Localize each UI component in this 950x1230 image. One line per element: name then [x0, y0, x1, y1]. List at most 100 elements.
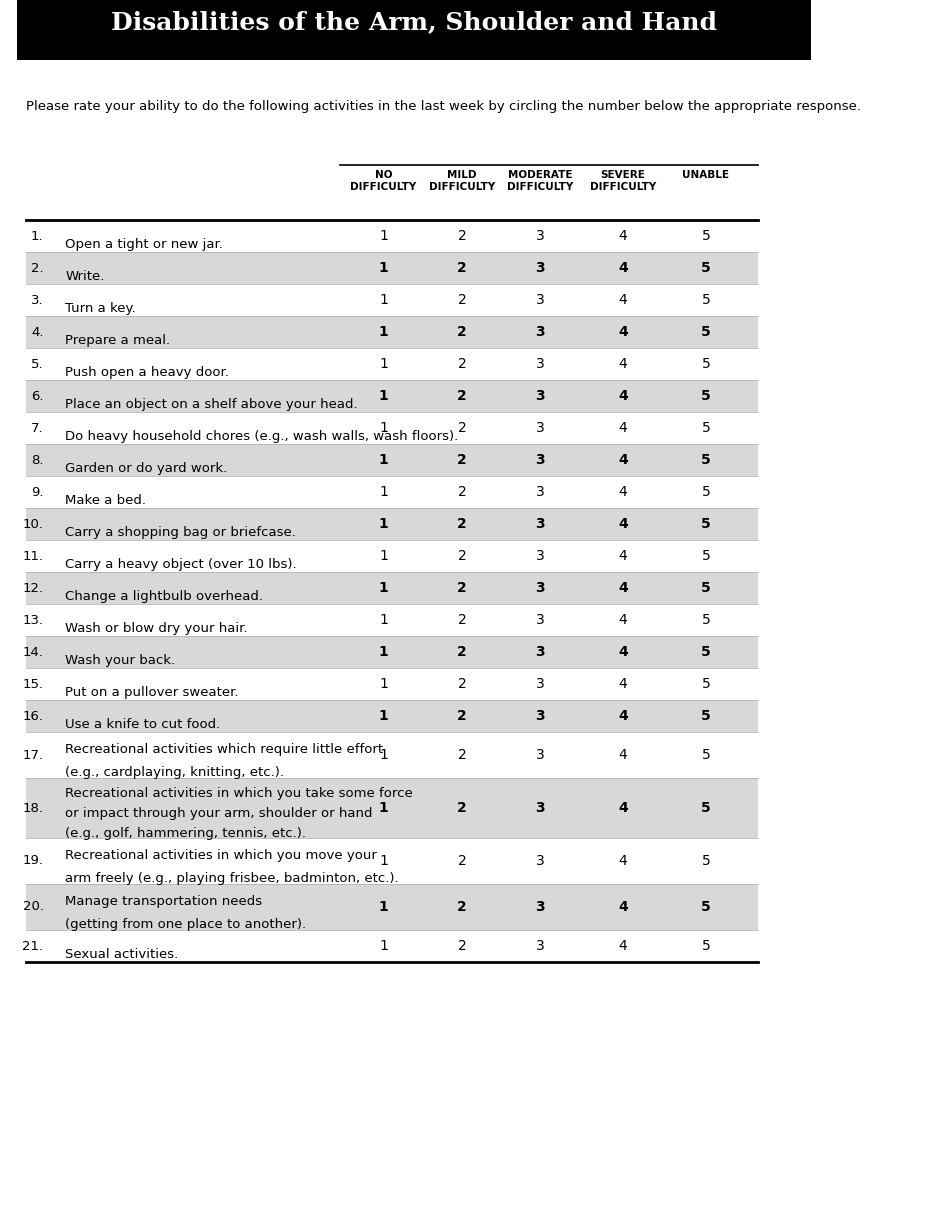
Text: 4: 4 — [618, 357, 628, 371]
Text: 1: 1 — [379, 325, 389, 339]
Bar — [27, 884, 758, 930]
Text: 1: 1 — [379, 421, 388, 435]
Text: 2: 2 — [458, 938, 466, 953]
Bar — [27, 316, 758, 348]
Text: Disabilities of the Arm, Shoulder and Hand: Disabilities of the Arm, Shoulder and Ha… — [111, 11, 717, 34]
Text: Write.: Write. — [66, 269, 104, 283]
Text: 5: 5 — [701, 801, 711, 815]
Text: 3: 3 — [536, 293, 544, 308]
Bar — [27, 508, 758, 540]
Text: 1: 1 — [379, 581, 389, 595]
Text: 4: 4 — [618, 229, 628, 244]
Text: 3: 3 — [536, 748, 544, 763]
Text: 1: 1 — [379, 613, 388, 627]
Text: 4: 4 — [618, 517, 628, 531]
Text: 5: 5 — [701, 261, 711, 276]
Text: 1: 1 — [379, 676, 388, 691]
Text: or impact through your arm, shoulder or hand: or impact through your arm, shoulder or … — [66, 807, 372, 819]
Text: 4: 4 — [618, 485, 628, 499]
Text: 2: 2 — [458, 748, 466, 763]
Text: 1: 1 — [379, 801, 389, 815]
Text: Recreational activities in which you move your: Recreational activities in which you mov… — [66, 849, 377, 862]
Text: 4: 4 — [618, 900, 628, 914]
Text: 4: 4 — [618, 261, 628, 276]
Text: 4: 4 — [618, 854, 628, 868]
Text: 4: 4 — [618, 801, 628, 815]
Text: Make a bed.: Make a bed. — [66, 493, 146, 507]
Text: Put on a pullover sweater.: Put on a pullover sweater. — [66, 685, 238, 699]
Text: 3: 3 — [536, 325, 545, 339]
Text: 2: 2 — [458, 676, 466, 691]
Text: 7.: 7. — [31, 422, 44, 434]
Text: 2: 2 — [458, 229, 466, 244]
Text: 3: 3 — [536, 261, 545, 276]
Text: 4: 4 — [618, 676, 628, 691]
Text: 3: 3 — [536, 581, 545, 595]
Bar — [27, 700, 758, 732]
Text: 5: 5 — [701, 708, 711, 723]
Text: Carry a heavy object (over 10 lbs).: Carry a heavy object (over 10 lbs). — [66, 557, 297, 571]
Text: 5: 5 — [701, 581, 711, 595]
Text: 5: 5 — [702, 357, 711, 371]
Text: 5.: 5. — [31, 358, 44, 370]
Text: 19.: 19. — [23, 855, 44, 867]
Text: 1.: 1. — [31, 230, 44, 242]
Text: 4: 4 — [618, 389, 628, 403]
Text: 1: 1 — [379, 485, 388, 499]
Text: (e.g., golf, hammering, tennis, etc.).: (e.g., golf, hammering, tennis, etc.). — [66, 827, 306, 840]
Text: Wash or blow dry your hair.: Wash or blow dry your hair. — [66, 621, 248, 635]
Text: 1: 1 — [379, 453, 389, 467]
Text: Push open a heavy door.: Push open a heavy door. — [66, 365, 229, 379]
Text: arm freely (e.g., playing frisbee, badminton, etc.).: arm freely (e.g., playing frisbee, badmi… — [66, 872, 399, 884]
Text: 3: 3 — [536, 485, 544, 499]
Text: 17.: 17. — [23, 749, 44, 761]
Text: 3: 3 — [536, 854, 544, 868]
Text: Open a tight or new jar.: Open a tight or new jar. — [66, 237, 223, 251]
Text: 2: 2 — [457, 645, 466, 659]
Text: UNABLE: UNABLE — [682, 170, 730, 180]
Bar — [27, 444, 758, 476]
Text: 8.: 8. — [31, 454, 44, 466]
Text: Recreational activities in which you take some force: Recreational activities in which you tak… — [66, 786, 413, 800]
Text: 3: 3 — [536, 357, 544, 371]
Text: Do heavy household chores (e.g., wash walls, wash floors).: Do heavy household chores (e.g., wash wa… — [66, 429, 459, 443]
Text: Turn a key.: Turn a key. — [66, 301, 136, 315]
Text: 5: 5 — [702, 485, 711, 499]
Text: Change a lightbulb overhead.: Change a lightbulb overhead. — [66, 589, 263, 603]
Text: 2: 2 — [458, 613, 466, 627]
Text: 4: 4 — [618, 325, 628, 339]
Text: 18.: 18. — [23, 802, 44, 814]
Text: 1: 1 — [379, 708, 389, 723]
Text: 2: 2 — [457, 900, 466, 914]
Text: 5: 5 — [701, 517, 711, 531]
Text: 3: 3 — [536, 708, 545, 723]
Text: 3: 3 — [536, 938, 544, 953]
Text: 1: 1 — [379, 261, 389, 276]
Text: 4: 4 — [618, 421, 628, 435]
Text: 5: 5 — [702, 229, 711, 244]
Text: 5: 5 — [701, 325, 711, 339]
Text: 5: 5 — [701, 645, 711, 659]
Text: 3: 3 — [536, 389, 545, 403]
Text: Place an object on a shelf above your head.: Place an object on a shelf above your he… — [66, 397, 358, 411]
Text: 3: 3 — [536, 517, 545, 531]
Bar — [17, 0, 810, 60]
Text: Please rate your ability to do the following activities in the last week by circ: Please rate your ability to do the follo… — [27, 100, 861, 113]
Text: SEVERE
DIFFICULTY: SEVERE DIFFICULTY — [590, 170, 656, 192]
Bar — [27, 380, 758, 412]
Text: (e.g., cardplaying, knitting, etc.).: (e.g., cardplaying, knitting, etc.). — [66, 766, 284, 779]
Text: 1: 1 — [379, 938, 388, 953]
Text: 1: 1 — [379, 854, 388, 868]
Text: 4: 4 — [618, 613, 628, 627]
Text: 21.: 21. — [23, 940, 44, 952]
Text: Recreational activities which require little effort: Recreational activities which require li… — [66, 743, 384, 755]
Text: 2: 2 — [458, 485, 466, 499]
Bar — [27, 636, 758, 668]
Text: Use a knife to cut food.: Use a knife to cut food. — [66, 717, 220, 731]
Text: 5: 5 — [702, 854, 711, 868]
Text: 3: 3 — [536, 645, 545, 659]
Text: 2: 2 — [458, 421, 466, 435]
Text: Wash your back.: Wash your back. — [66, 653, 176, 667]
Text: 16.: 16. — [23, 710, 44, 722]
Text: (getting from one place to another).: (getting from one place to another). — [66, 918, 307, 931]
